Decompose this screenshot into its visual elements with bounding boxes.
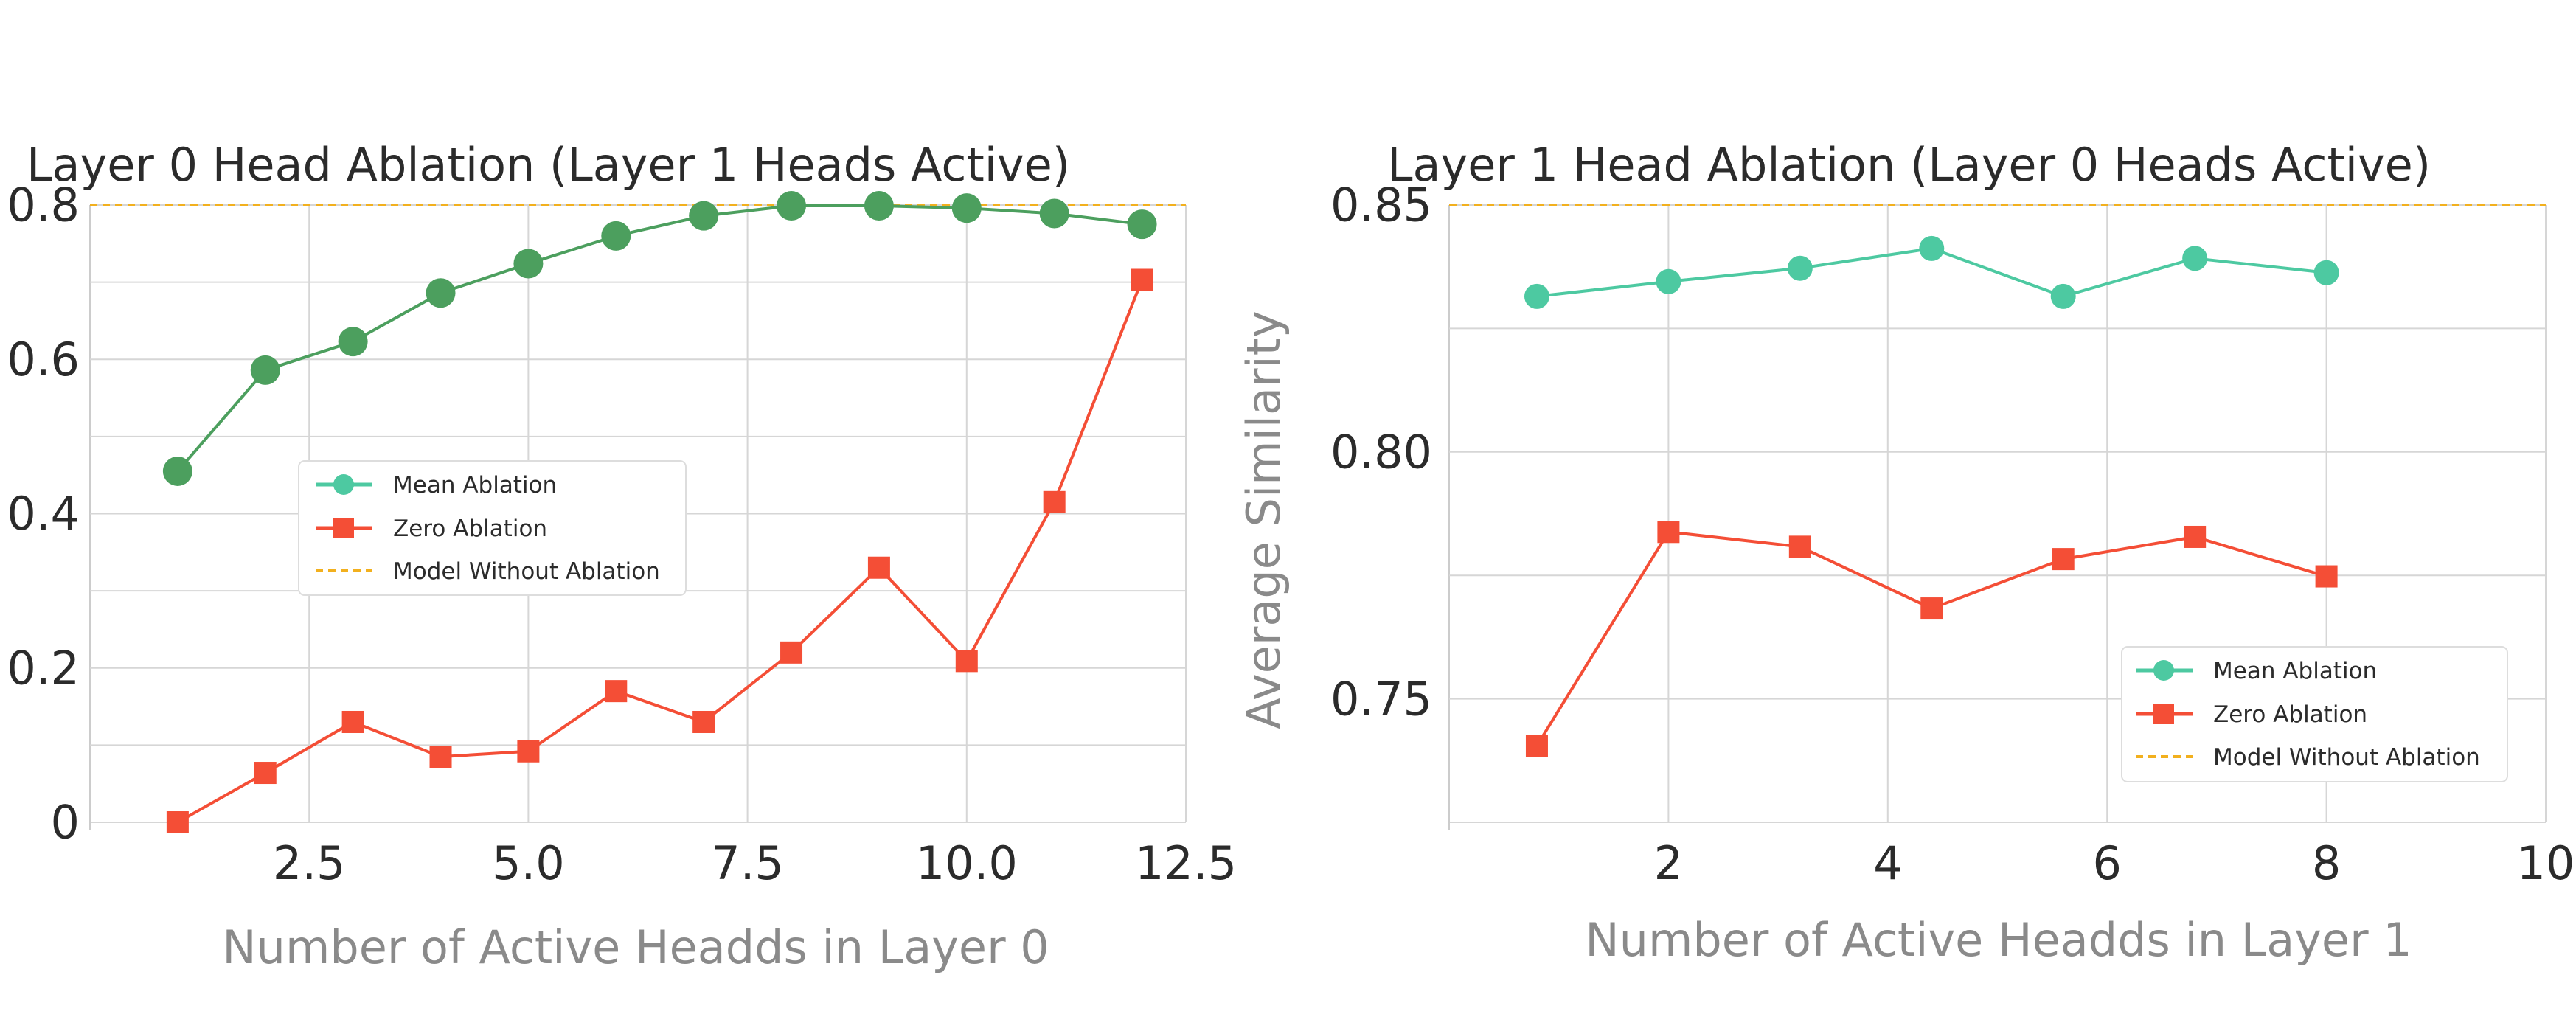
data-point-zero-ablation <box>341 710 364 733</box>
y-tick-label: 0.6 <box>7 333 80 386</box>
x-tick-label: 4 <box>1873 836 1902 890</box>
chart-right-y-tick-labels: 0.75 0.80 0.85 <box>1330 178 1432 726</box>
x-tick-label: 7.5 <box>711 836 784 890</box>
chart-right-series <box>1524 235 2339 757</box>
x-tick-label: 12.5 <box>1135 836 1237 890</box>
data-point-zero-ablation <box>166 811 189 833</box>
x-tick-label: 10.0 <box>916 836 1018 890</box>
chart-right-legend-mean-marker <box>2153 660 2174 681</box>
chart-right-x-tick-labels: 2 4 6 8 10 <box>1654 836 2575 890</box>
data-point-mean-ablation <box>2050 283 2076 309</box>
y-tick-label: 0.2 <box>7 641 80 695</box>
data-point-zero-ablation <box>1525 735 1548 757</box>
chart-right-y-axis-label: Average Similarity <box>1237 310 1291 729</box>
data-point-mean-ablation <box>1919 235 1945 261</box>
data-point-mean-ablation <box>2313 260 2339 285</box>
chart-right: Layer 1 Head Ablation (Layer 0 Heads Act… <box>1237 138 2575 967</box>
data-point-zero-ablation <box>1788 535 1811 558</box>
data-point-mean-ablation <box>1787 255 1813 281</box>
y-tick-label: 0.75 <box>1330 672 1432 726</box>
data-point-mean-ablation <box>777 191 807 221</box>
chart-left-legend-zero-marker <box>333 518 354 538</box>
data-point-zero-ablation <box>1657 521 1680 544</box>
y-tick-label: 0.8 <box>7 178 80 232</box>
series-line-zero-ablation <box>176 279 1144 824</box>
x-tick-label: 6 <box>2092 836 2121 890</box>
chart-right-legend-mean-label: Mean Ablation <box>2213 658 2377 684</box>
data-point-zero-ablation <box>1920 597 1943 620</box>
data-point-mean-ablation <box>601 221 631 251</box>
data-point-zero-ablation <box>2315 565 2338 588</box>
data-point-mean-ablation <box>426 278 456 308</box>
chart-left-legend-box <box>298 460 687 596</box>
y-tick-label: 0.4 <box>7 487 80 541</box>
data-point-zero-ablation <box>1043 490 1066 513</box>
data-point-mean-ablation <box>864 191 894 221</box>
chart-left-legend: Mean Ablation Zero Ablation Model Withou… <box>298 460 687 596</box>
y-tick-label: 0.80 <box>1330 426 1432 479</box>
data-point-mean-ablation <box>1656 268 1681 294</box>
chart-right-legend-ref-label: Model Without Ablation <box>2213 744 2480 771</box>
chart-left-x-tick-labels: 2.5 5.0 7.5 10.0 12.5 <box>273 836 1237 890</box>
chart-left-legend-mean-label: Mean Ablation <box>393 472 557 499</box>
data-point-zero-ablation <box>2052 548 2075 571</box>
x-tick-label: 8 <box>2312 836 2341 890</box>
chart-left: Layer 0 Head Ablation (Layer 1 Heads Act… <box>7 138 1237 974</box>
data-point-mean-ablation <box>1127 209 1157 240</box>
x-tick-label: 2 <box>1654 836 1683 890</box>
x-tick-label: 5.0 <box>492 836 565 890</box>
data-point-zero-ablation <box>955 650 978 673</box>
data-point-mean-ablation <box>338 327 368 357</box>
chart-right-legend-zero-label: Zero Ablation <box>2213 701 2367 728</box>
data-point-zero-ablation <box>780 641 803 664</box>
data-point-mean-ablation <box>250 355 280 385</box>
chart-left-x-axis-label: Number of Active Headds in Layer 0 <box>222 920 1049 974</box>
data-point-zero-ablation <box>254 762 277 785</box>
chart-left-legend-mean-marker <box>333 474 354 495</box>
data-point-zero-ablation <box>605 680 628 703</box>
y-tick-label: 0.85 <box>1330 178 1432 232</box>
chart-left-legend-zero-label: Zero Ablation <box>393 516 547 542</box>
data-point-zero-ablation <box>1131 268 1153 291</box>
data-point-mean-ablation <box>1524 283 1549 309</box>
y-tick-label: 0 <box>51 796 80 850</box>
data-point-mean-ablation <box>689 201 719 231</box>
x-tick-label: 2.5 <box>273 836 346 890</box>
chart-left-series <box>162 191 1157 833</box>
data-point-zero-ablation <box>517 740 540 763</box>
data-point-mean-ablation <box>951 193 982 223</box>
x-tick-label: 10 <box>2517 836 2575 890</box>
chart-right-x-axis-label: Number of Active Headds in Layer 1 <box>1585 913 2412 967</box>
chart-right-title: Layer 1 Head Ablation (Layer 0 Heads Act… <box>1387 138 2431 192</box>
chart-left-title: Layer 0 Head Ablation (Layer 1 Heads Act… <box>27 138 1070 192</box>
data-point-mean-ablation <box>1039 198 1069 229</box>
chart-left-y-tick-labels: 0 0.2 0.4 0.6 0.8 <box>7 178 80 850</box>
data-point-zero-ablation <box>692 710 715 733</box>
data-point-zero-ablation <box>867 556 890 579</box>
chart-right-legend: Mean Ablation Zero Ablation Model Withou… <box>2121 646 2508 782</box>
data-point-mean-ablation <box>513 249 544 279</box>
data-point-mean-ablation <box>162 456 192 486</box>
data-point-mean-ablation <box>2182 246 2208 271</box>
chart-left-legend-ref-label: Model Without Ablation <box>393 558 660 585</box>
data-point-zero-ablation <box>2184 525 2207 548</box>
chart-right-legend-zero-marker <box>2153 704 2174 724</box>
data-point-zero-ablation <box>429 746 452 768</box>
chart-right-legend-box <box>2121 646 2508 782</box>
